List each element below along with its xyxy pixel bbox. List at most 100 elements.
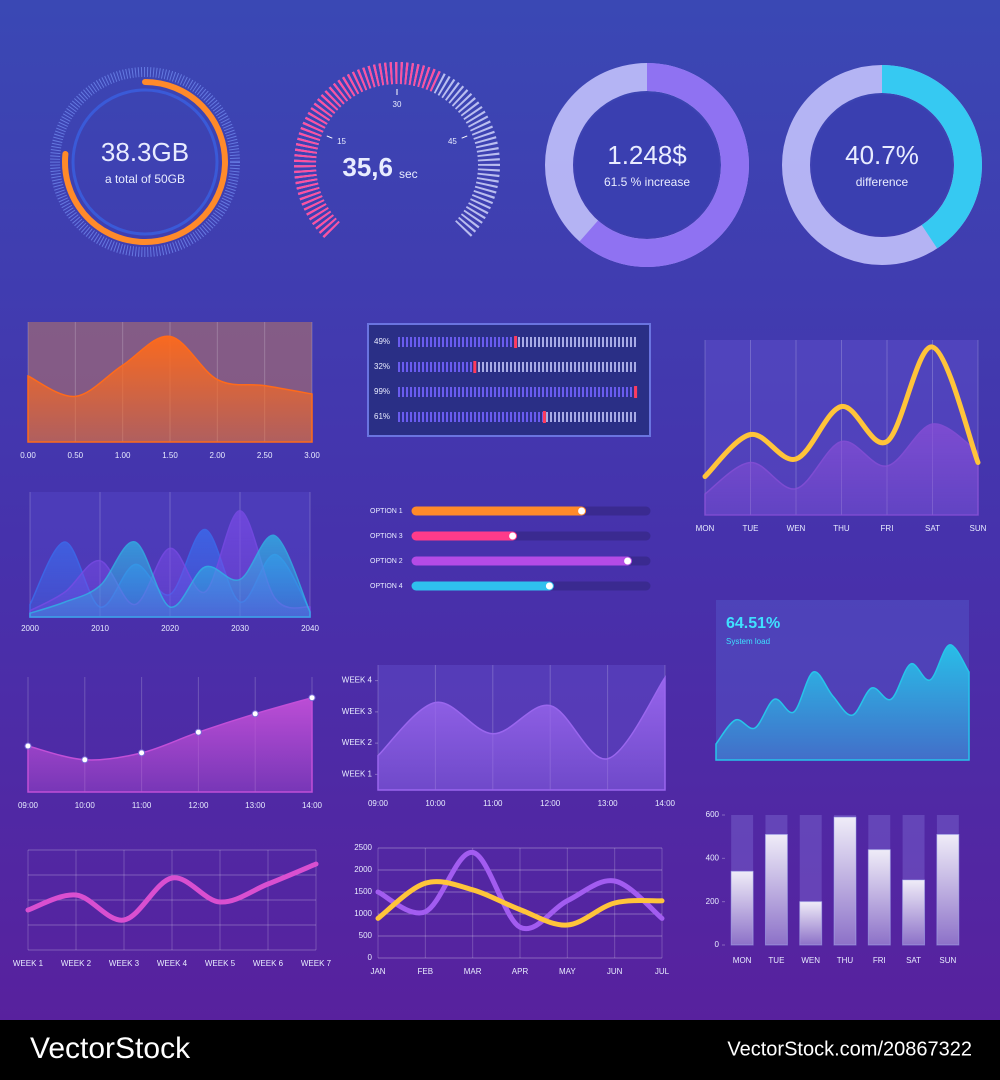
- y-tick-label: 600: [706, 810, 720, 819]
- x-tick-label: MON: [696, 524, 715, 533]
- y-tick-label: WEEK 3: [342, 707, 373, 716]
- y-tick-label: 200: [706, 897, 720, 906]
- segment-marker: [473, 361, 477, 373]
- donut-label: 40.7%: [845, 140, 919, 170]
- bar: [833, 816, 857, 946]
- donut-hole: [812, 95, 952, 235]
- y-tick-label: WEEK 1: [342, 769, 373, 778]
- x-tick-label: 13:00: [245, 801, 266, 810]
- point: [308, 694, 316, 702]
- donut-subtitle: 61.5 % increase: [604, 175, 690, 189]
- progress-knob: [578, 507, 586, 515]
- x-tick-label: WEN: [801, 956, 820, 965]
- footer-id: VectorStock.com/20867322: [727, 1038, 972, 1060]
- bar: [902, 879, 926, 946]
- x-tick-label: JUN: [607, 967, 623, 976]
- ring-label: 38.3GB: [101, 137, 189, 167]
- dial-tick-label: 15: [337, 137, 346, 146]
- point: [194, 728, 202, 736]
- chart-title: 64.51%: [726, 615, 780, 632]
- x-tick-label: THU: [837, 956, 854, 965]
- footer-bar: [0, 1020, 1000, 1080]
- dial-unit: sec: [399, 167, 418, 181]
- line: [375, 879, 665, 928]
- x-tick-label: 2.00: [210, 451, 226, 460]
- x-tick-label: WEN: [787, 524, 806, 533]
- x-tick-label: 1.00: [115, 451, 131, 460]
- x-tick-label: WEEK 7: [301, 959, 332, 968]
- x-tick-label: APR: [512, 967, 529, 976]
- x-tick-label: MAR: [464, 967, 482, 976]
- donut-subtitle: difference: [856, 175, 909, 189]
- y-tick-label: 1000: [354, 909, 372, 918]
- row-label: 32%: [374, 362, 390, 371]
- y-tick-label: WEEK 2: [342, 738, 373, 747]
- ring-subtitle: a total of 50GB: [105, 172, 185, 186]
- donut-hole: [575, 93, 719, 237]
- y-tick-label: 500: [359, 931, 373, 940]
- x-tick-label: 13:00: [598, 799, 619, 808]
- x-tick-label: SUN: [939, 956, 956, 965]
- x-tick-label: 2.50: [257, 451, 273, 460]
- progress-knob: [545, 582, 553, 590]
- x-tick-label: 14:00: [655, 799, 676, 808]
- y-tick-label: WEEK 4: [342, 676, 373, 685]
- row-label: 99%: [374, 387, 390, 396]
- point: [138, 749, 146, 757]
- x-tick-label: 11:00: [483, 799, 503, 808]
- line: [375, 849, 665, 932]
- y-tick-label: 0: [715, 940, 720, 949]
- donut-value: [579, 63, 749, 267]
- option-label: OPTION 2: [370, 558, 403, 565]
- donut-title: 1.248$: [607, 140, 687, 170]
- row-label: 49%: [374, 337, 390, 346]
- bar: [764, 834, 788, 946]
- x-tick-label: TUE: [743, 524, 759, 533]
- x-tick-label: FEB: [418, 967, 434, 976]
- dial-tick-label: 30: [393, 100, 402, 109]
- x-tick-label: SAT: [906, 956, 921, 965]
- x-tick-label: 11:00: [132, 801, 152, 810]
- area: [29, 534, 311, 618]
- line: [702, 344, 981, 479]
- bar: [730, 870, 754, 946]
- ring-value: [62, 79, 228, 245]
- x-tick-label: WEEK 2: [61, 959, 92, 968]
- bar: [799, 901, 823, 946]
- x-tick-label: 09:00: [18, 801, 39, 810]
- tick-mark: [461, 135, 468, 139]
- x-tick-label: FRI: [881, 524, 894, 533]
- x-tick-label: THU: [833, 524, 850, 533]
- x-tick-label: FRI: [873, 956, 886, 965]
- x-tick-label: WEEK 3: [109, 959, 140, 968]
- x-tick-label: MON: [733, 956, 752, 965]
- area: [704, 423, 979, 516]
- x-tick-label: 2040: [301, 624, 319, 633]
- x-tick-label: 10:00: [425, 799, 446, 808]
- x-tick-label: 3.00: [304, 451, 320, 460]
- chart-subtitle: System load: [726, 637, 770, 646]
- tick-mark: [326, 135, 333, 139]
- x-tick-label: MAY: [559, 967, 576, 976]
- x-tick-label: JAN: [370, 967, 385, 976]
- segment-marker: [634, 386, 638, 398]
- x-tick-label: 2010: [91, 624, 109, 633]
- x-tick-label: 0.00: [20, 451, 36, 460]
- option-label: OPTION 1: [370, 508, 403, 515]
- option-label: OPTION 3: [370, 533, 403, 540]
- donut-value: [881, 65, 982, 249]
- y-tick-label: 400: [706, 853, 720, 862]
- footer-brand: VectorStock: [30, 1032, 191, 1065]
- x-tick-label: 09:00: [368, 799, 389, 808]
- x-tick-label: 12:00: [188, 801, 209, 810]
- progress-knob: [509, 532, 517, 540]
- x-tick-label: 2020: [161, 624, 179, 633]
- y-tick-label: 1500: [354, 887, 372, 896]
- ring-track: [50, 67, 240, 257]
- x-tick-label: WEEK 6: [253, 959, 284, 968]
- x-tick-label: WEEK 4: [157, 959, 188, 968]
- x-tick-label: WEEK 5: [205, 959, 236, 968]
- x-tick-label: 2030: [231, 624, 249, 633]
- y-tick-label: 0: [368, 953, 373, 962]
